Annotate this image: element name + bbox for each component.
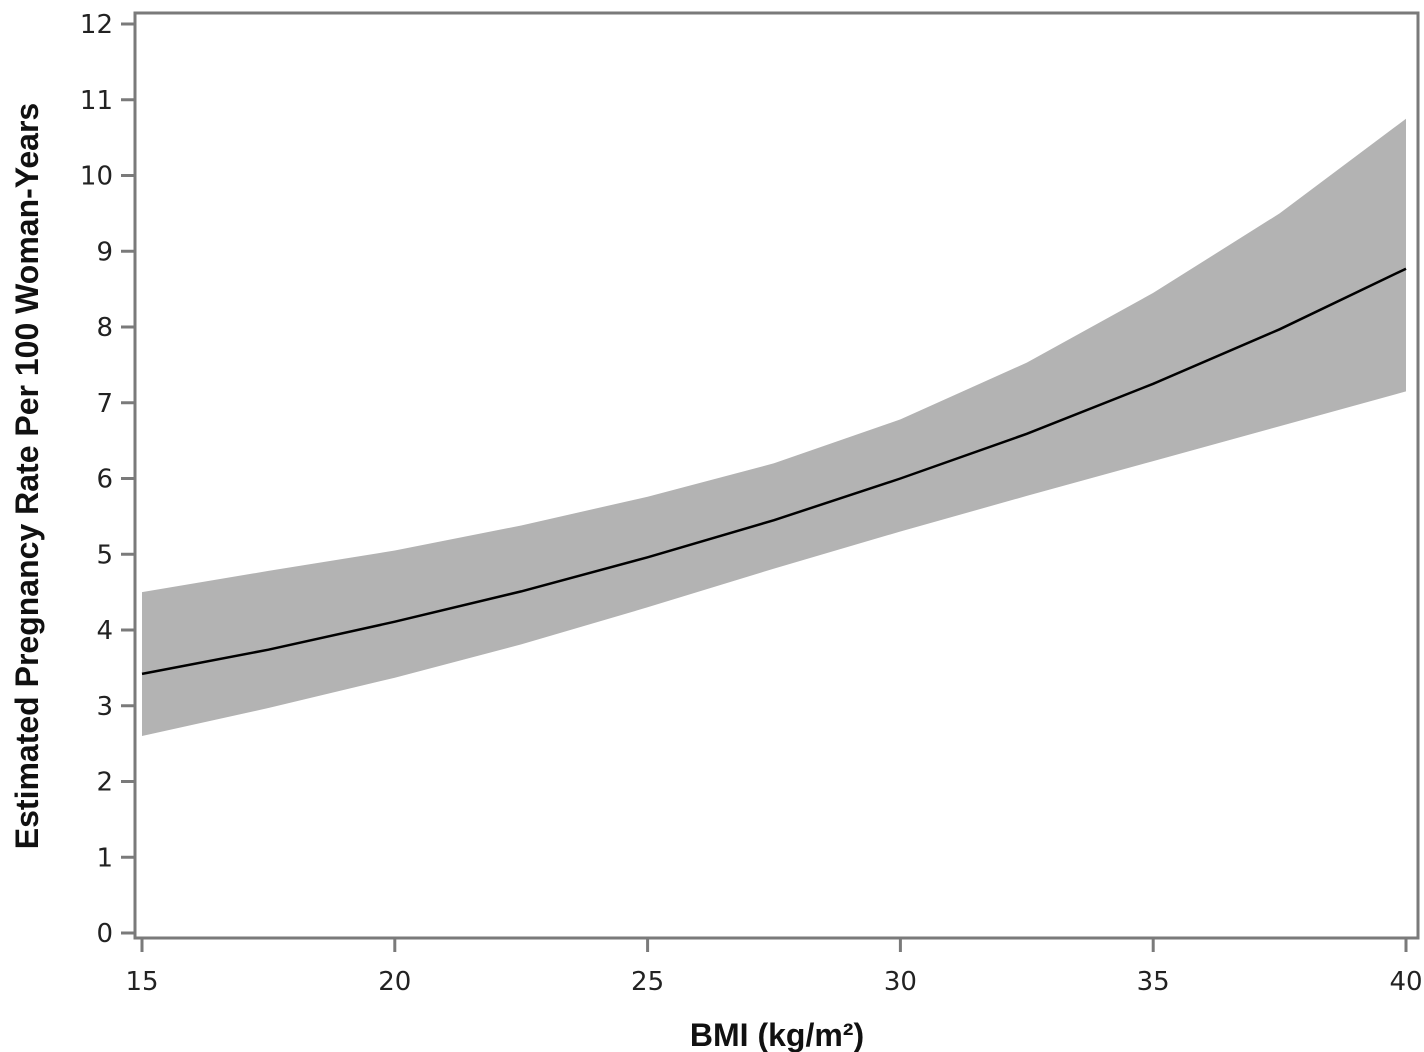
y-tick-label: 10 <box>80 162 113 192</box>
y-tick-label: 7 <box>96 389 113 419</box>
y-tick-label: 9 <box>96 237 113 267</box>
y-tick-label: 4 <box>96 616 113 646</box>
x-tick-label: 30 <box>884 967 917 997</box>
y-tick-label: 1 <box>96 843 113 873</box>
estimate-line-layer <box>141 267 1407 676</box>
x-tick-label: 35 <box>1137 967 1170 997</box>
y-tick-label: 12 <box>80 10 113 40</box>
y-tick-label: 3 <box>96 692 113 722</box>
y-tick-label: 5 <box>96 540 113 570</box>
y-tick-label: 11 <box>80 86 113 116</box>
y-tick-label: 8 <box>96 313 113 343</box>
series-line-0 <box>141 267 1407 676</box>
y-axis-title: Estimated Pregnancy Rate Per 100 Woman-Y… <box>9 103 45 849</box>
confidence-band-layer <box>142 118 1406 736</box>
x-tick-label: 25 <box>631 967 664 997</box>
y-tick-label: 2 <box>96 768 113 798</box>
y-tick-label: 0 <box>96 919 113 949</box>
x-axis-title: BMI (kg/m²) <box>690 1017 864 1052</box>
plot-frame <box>133 11 1420 940</box>
y-tick-label: 6 <box>96 465 113 495</box>
confidence-band <box>142 118 1406 736</box>
x-tick-label: 40 <box>1389 967 1422 997</box>
x-tick-label: 20 <box>378 967 411 997</box>
x-tick-label: 15 <box>125 967 158 997</box>
x-axis: 15 20 25 30 35 40 <box>125 938 1423 997</box>
